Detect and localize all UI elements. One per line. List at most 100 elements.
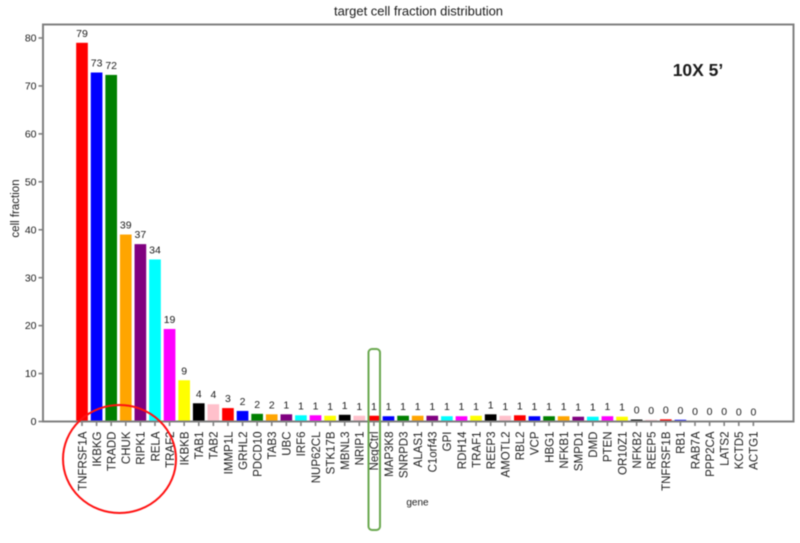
svg-text:19: 19 [164, 314, 176, 326]
svg-text:72: 72 [105, 60, 117, 72]
svg-text:1: 1 [386, 401, 392, 413]
svg-text:CHUK: CHUK [121, 431, 133, 464]
svg-text:DMD: DMD [588, 432, 600, 458]
svg-text:9: 9 [181, 365, 187, 377]
svg-text:RBL2: RBL2 [515, 432, 527, 461]
svg-text:PTEN: PTEN [603, 432, 615, 463]
svg-text:TAB1: TAB1 [194, 432, 206, 460]
svg-text:TRAF1: TRAF1 [471, 432, 483, 468]
svg-text:50: 50 [25, 176, 37, 188]
svg-text:IKBKG: IKBKG [92, 431, 104, 466]
svg-text:1: 1 [590, 402, 596, 414]
svg-text:GPI: GPI [442, 432, 454, 452]
svg-text:HBG1: HBG1 [544, 432, 556, 463]
svg-text:TAB2: TAB2 [209, 432, 221, 460]
svg-text:TRADD: TRADD [106, 432, 118, 472]
svg-text:80: 80 [25, 33, 37, 45]
svg-text:1: 1 [415, 401, 421, 413]
svg-text:0: 0 [663, 404, 669, 416]
svg-text:IRF6: IRF6 [296, 432, 308, 457]
svg-text:10: 10 [25, 368, 37, 380]
svg-text:0: 0 [634, 405, 640, 417]
svg-text:39: 39 [120, 220, 132, 232]
svg-text:NRIP1: NRIP1 [355, 432, 367, 466]
svg-text:NFKB1: NFKB1 [559, 432, 571, 469]
svg-text:0: 0 [736, 406, 742, 418]
svg-text:NUP62CL: NUP62CL [311, 431, 323, 483]
svg-text:KCTD5: KCTD5 [734, 432, 746, 470]
svg-text:VCP: VCP [530, 431, 542, 455]
svg-text:3: 3 [225, 393, 231, 405]
svg-text:RDH14: RDH14 [457, 431, 469, 469]
svg-text:IMMP1L: IMMP1L [223, 431, 235, 474]
svg-text:1: 1 [371, 401, 377, 413]
svg-text:AMOTL2: AMOTL2 [501, 432, 513, 478]
svg-text:2: 2 [240, 396, 246, 408]
svg-text:1: 1 [575, 402, 581, 414]
svg-text:40: 40 [25, 224, 37, 236]
svg-text:MAP3K8: MAP3K8 [384, 432, 396, 477]
svg-text:1: 1 [502, 401, 508, 413]
svg-text:0: 0 [692, 406, 698, 418]
svg-text:73: 73 [91, 58, 103, 70]
svg-text:1: 1 [356, 401, 362, 413]
svg-text:1: 1 [298, 400, 304, 412]
svg-text:MBNL3: MBNL3 [340, 432, 352, 470]
svg-text:REEP5: REEP5 [647, 432, 659, 470]
svg-text:TNFRSF1B: TNFRSF1B [661, 431, 673, 491]
svg-text:10X 5’: 10X 5’ [673, 60, 724, 80]
svg-text:STK17B: STK17B [325, 431, 337, 474]
svg-text:1: 1 [546, 401, 552, 413]
svg-text:LATS2: LATS2 [719, 432, 731, 466]
svg-text:ALAS1: ALAS1 [413, 432, 425, 468]
svg-text:70: 70 [25, 81, 37, 93]
svg-text:RAB7A: RAB7A [690, 431, 702, 469]
svg-text:34: 34 [149, 244, 161, 256]
svg-text:1: 1 [327, 401, 333, 413]
svg-text:2: 2 [269, 399, 275, 411]
svg-text:1: 1 [313, 400, 319, 412]
svg-text:UBC: UBC [282, 432, 294, 456]
svg-text:1: 1 [342, 400, 348, 412]
svg-text:RIPK1: RIPK1 [136, 432, 148, 465]
svg-text:79: 79 [76, 28, 88, 40]
svg-text:0: 0 [677, 405, 683, 417]
svg-text:gene: gene [406, 497, 429, 508]
svg-text:1: 1 [444, 401, 450, 413]
svg-text:SMPD1: SMPD1 [574, 432, 586, 472]
svg-text:0: 0 [750, 406, 756, 418]
svg-text:1: 1 [473, 401, 479, 413]
svg-text:SNRPD3: SNRPD3 [398, 432, 410, 479]
svg-text:1: 1 [400, 401, 406, 413]
svg-text:30: 30 [25, 272, 37, 284]
svg-text:1: 1 [517, 400, 523, 412]
svg-text:1: 1 [283, 399, 289, 411]
svg-text:PPP2CA: PPP2CA [705, 431, 717, 477]
svg-text:0: 0 [707, 406, 713, 418]
svg-text:1: 1 [429, 401, 435, 413]
svg-text:0: 0 [721, 406, 727, 418]
svg-text:REEP3: REEP3 [486, 432, 498, 470]
svg-text:2: 2 [254, 399, 260, 411]
svg-text:GRHL2: GRHL2 [238, 432, 250, 470]
svg-text:OR10Z1: OR10Z1 [617, 432, 629, 475]
svg-text:1: 1 [459, 401, 465, 413]
svg-text:RELA: RELA [150, 431, 162, 461]
svg-text:1: 1 [532, 401, 538, 413]
svg-text:1: 1 [488, 399, 494, 411]
svg-text:ACTG1: ACTG1 [749, 432, 761, 470]
svg-text:cell fraction: cell fraction [10, 179, 22, 237]
svg-text:0: 0 [648, 405, 654, 417]
svg-text:4: 4 [210, 389, 216, 401]
svg-text:20: 20 [25, 320, 37, 332]
svg-text:1: 1 [604, 401, 610, 413]
svg-text:60: 60 [25, 128, 37, 140]
svg-text:1: 1 [561, 401, 567, 413]
svg-text:PDCD10: PDCD10 [252, 432, 264, 477]
svg-text:TNFRSF1A: TNFRSF1A [77, 431, 89, 491]
svg-text:RB1: RB1 [676, 432, 688, 454]
svg-text:37: 37 [135, 229, 147, 241]
svg-text:NFKB2: NFKB2 [632, 432, 644, 469]
svg-text:1: 1 [619, 402, 625, 414]
svg-text:C1orf43: C1orf43 [428, 432, 440, 473]
